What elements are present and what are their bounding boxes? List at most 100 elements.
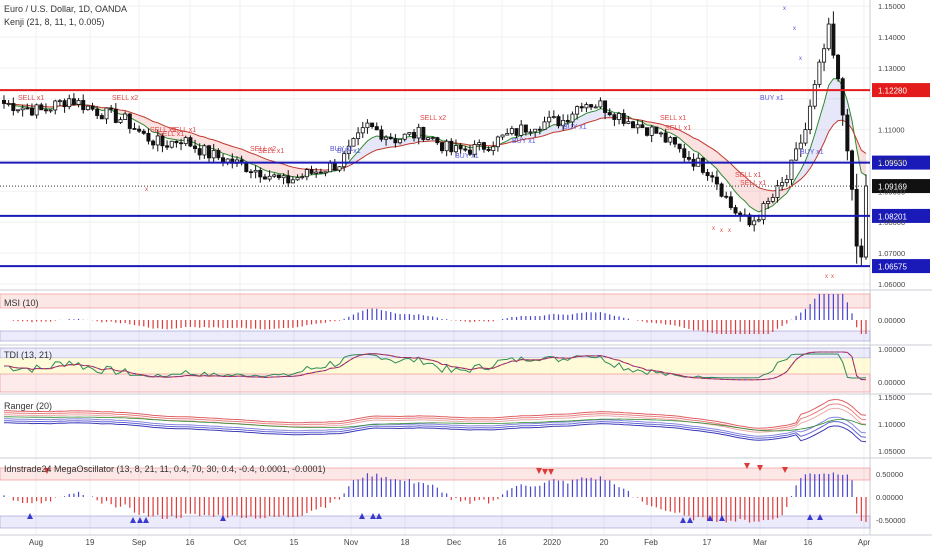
candle <box>655 127 658 134</box>
candle-body <box>566 120 569 122</box>
candle-body <box>510 129 513 134</box>
candle-body <box>408 132 411 134</box>
candle-body <box>21 108 24 110</box>
candle-body <box>785 180 788 183</box>
candle-body <box>338 167 341 170</box>
candle <box>380 126 383 142</box>
candle <box>72 93 75 106</box>
candle-body <box>128 114 131 128</box>
candle-body <box>706 172 709 175</box>
time-tick-label: 2020 <box>543 538 561 547</box>
candle-body <box>370 123 373 127</box>
candle-body <box>589 105 592 108</box>
candle-body <box>627 122 630 124</box>
time-tick-label: 16 <box>804 538 813 547</box>
candle-body <box>44 110 47 111</box>
candle-body <box>333 163 336 170</box>
candle <box>846 109 849 160</box>
candle <box>753 215 756 231</box>
candle <box>2 95 5 108</box>
candle-body <box>165 146 168 147</box>
candle <box>818 59 821 87</box>
candle-body <box>105 108 108 119</box>
chart-title: Euro / U.S. Dollar, 1D, OANDA <box>4 4 127 14</box>
candle <box>622 109 625 126</box>
price-tick-label: 1.15000 <box>878 2 905 11</box>
candle <box>263 174 266 180</box>
candle-body <box>529 132 532 133</box>
candle <box>436 137 439 145</box>
candle-body <box>263 177 266 179</box>
candle-body <box>124 114 127 120</box>
candle <box>12 97 15 115</box>
buy-signal-label: BUY x1 <box>800 149 824 156</box>
candle-body <box>207 146 210 158</box>
candle-body <box>77 100 80 104</box>
candle <box>16 109 19 113</box>
indicator-panels <box>4 294 866 523</box>
candle-body <box>557 117 560 126</box>
sell-signal-label: SELL x1 <box>665 125 691 132</box>
candle-body <box>804 130 807 143</box>
candle <box>496 136 499 152</box>
candle <box>850 149 853 200</box>
candle <box>305 168 308 180</box>
candle-body <box>492 147 495 151</box>
candle <box>585 102 588 112</box>
candle <box>636 120 639 134</box>
cloud-segment <box>372 136 377 152</box>
time-tick-label: Mar <box>753 538 767 547</box>
time-tick-label: Dec <box>447 538 461 547</box>
candle-body <box>795 149 798 160</box>
candle-body <box>403 134 406 139</box>
candle-body <box>650 127 653 135</box>
tdi-tick-label: 1.00000 <box>878 345 905 354</box>
candle-body <box>324 172 327 173</box>
candle <box>86 106 89 111</box>
candle <box>77 98 80 107</box>
candle-body <box>110 108 113 109</box>
time-tick-label: 15 <box>290 538 299 547</box>
candle-body <box>412 132 415 138</box>
candle <box>273 173 276 178</box>
candle <box>54 100 57 115</box>
candle <box>762 201 765 224</box>
candle-body <box>631 122 634 128</box>
candle-body <box>12 103 15 110</box>
candle <box>110 105 113 113</box>
candle-body <box>175 141 178 142</box>
candle <box>35 103 38 118</box>
candle <box>492 141 495 155</box>
price-tick-label: 1.09000 <box>878 187 905 196</box>
candle-body <box>366 123 369 128</box>
candle-body <box>305 170 308 177</box>
candle <box>114 103 117 123</box>
candle-body <box>813 84 816 106</box>
candle <box>422 127 425 142</box>
candle-body <box>361 128 364 133</box>
candle-body <box>422 127 425 139</box>
cloud-segment <box>288 166 293 177</box>
signal-marker: x <box>799 56 802 62</box>
candle <box>58 99 61 106</box>
candle <box>822 44 825 72</box>
candle-body <box>426 138 429 140</box>
candle-body <box>836 55 839 79</box>
candle-body <box>576 107 579 115</box>
candle-body <box>515 129 518 136</box>
candle-body <box>664 133 667 142</box>
candle-body <box>217 150 220 157</box>
candle-body <box>454 145 457 151</box>
candle <box>277 175 280 181</box>
sell-signal-label: SELL x1 <box>740 180 766 187</box>
candle <box>338 166 341 172</box>
candle <box>352 137 355 146</box>
cloud-segment <box>265 159 270 172</box>
indicator-label: Kenji (21, 8, 11, 1, 0.005) <box>4 17 104 27</box>
time-tick-label: Sep <box>132 538 147 547</box>
time-tick-label: Nov <box>344 538 358 547</box>
candle-body <box>68 99 71 107</box>
time-tick-label: 19 <box>86 538 95 547</box>
candle <box>245 162 248 172</box>
